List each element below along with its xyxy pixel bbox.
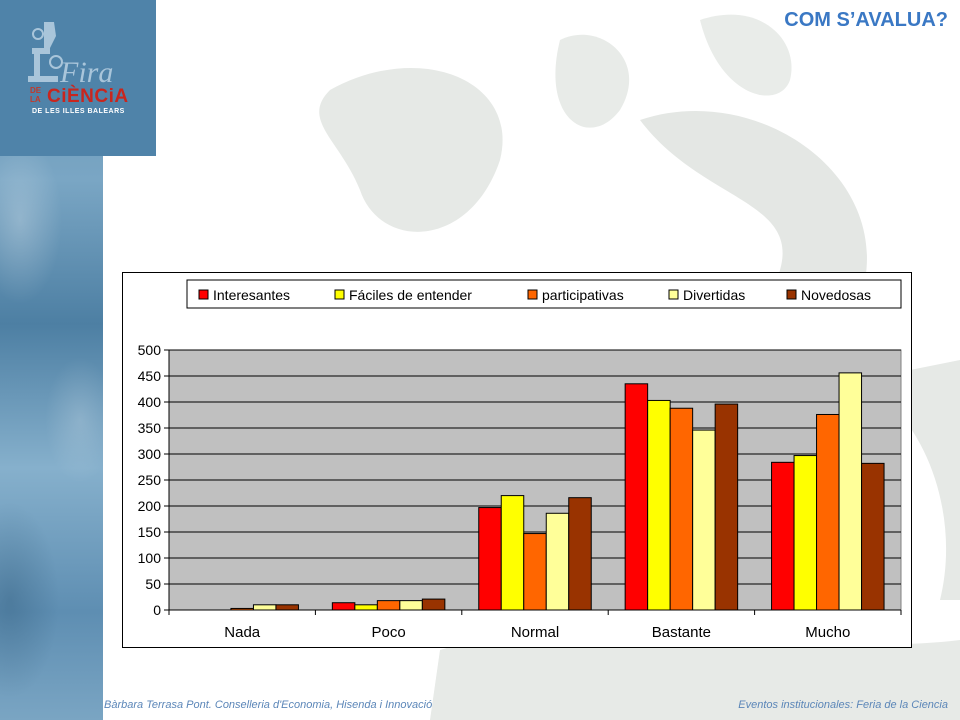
legend-label: Novedosas <box>801 287 871 303</box>
bar <box>816 413 840 611</box>
y-tick-label: 400 <box>138 394 162 410</box>
bar <box>421 598 446 611</box>
x-tick-label: Mucho <box>805 624 850 641</box>
legend-swatch <box>668 289 679 300</box>
legend-swatch <box>527 289 538 300</box>
y-tick-label: 350 <box>138 420 162 436</box>
y-tick-label: 100 <box>138 550 162 566</box>
x-tick-label: Poco <box>371 624 405 641</box>
bar <box>838 372 863 611</box>
bar <box>331 602 356 611</box>
footer-event: Eventos institucionales: Feria de la Cie… <box>738 699 948 711</box>
footer-author: Bàrbara Terrasa Pont. Conselleria d'Econ… <box>104 699 433 711</box>
bar <box>252 604 277 611</box>
bar <box>669 407 694 611</box>
logo-microscope-icon <box>28 22 63 82</box>
legend-label: Fáciles de entender <box>349 287 472 303</box>
bar <box>230 607 254 611</box>
bar <box>861 462 885 611</box>
y-tick-label: 200 <box>138 498 162 514</box>
x-tick-label: Bastante <box>652 624 711 641</box>
legend-label: Divertidas <box>683 287 745 303</box>
bar <box>523 533 547 611</box>
legend-swatch <box>334 289 345 300</box>
bar <box>399 600 423 611</box>
chart-container: 0 50 100 150 200 250 300 350 400 450 500 Nada Poco No… <box>122 272 912 648</box>
page-title: COM S’AVALUA? <box>784 9 948 31</box>
y-tick-label: 450 <box>138 368 162 384</box>
bar <box>376 600 401 611</box>
bar <box>354 604 378 611</box>
bar <box>771 461 795 611</box>
y-tick-label: 50 <box>145 576 161 592</box>
bar-chart: 0 50 100 150 200 250 300 350 400 450 500 Nada Poco No… <box>138 279 902 641</box>
y-tick-label: 150 <box>138 524 162 540</box>
y-tick-label: 300 <box>138 446 162 462</box>
logo-subtitle: DE LES ILLES BALEARS <box>32 108 125 115</box>
bar <box>714 403 739 611</box>
bar <box>568 497 592 611</box>
logo-fira-text: Fira <box>60 56 114 89</box>
logo-de-text: DE <box>30 86 42 95</box>
legend-label: Interesantes <box>213 287 290 303</box>
legend-box <box>186 279 902 309</box>
logo-ciencia-text: CiÈNCiA <box>47 86 129 107</box>
logo-panel: Fira DE LA CiÈNCiA DE LES ILLES BALEARS <box>0 0 156 156</box>
bar <box>692 429 716 611</box>
y-tick-label: 500 <box>138 342 162 358</box>
bar <box>624 383 649 611</box>
bar <box>478 507 502 611</box>
legend-swatch <box>198 289 209 300</box>
bar <box>647 399 671 611</box>
y-tick-label: 0 <box>153 602 161 618</box>
x-tick-label: Nada <box>224 624 261 641</box>
legend-swatch <box>786 289 797 300</box>
logo-la-text: LA <box>30 95 41 104</box>
bar <box>793 455 818 611</box>
bar <box>500 495 525 611</box>
legend-label: participativas <box>542 287 624 303</box>
x-tick-label: Normal <box>511 624 559 641</box>
y-tick-label: 250 <box>138 472 162 488</box>
bar <box>275 604 299 611</box>
bar <box>545 512 570 611</box>
